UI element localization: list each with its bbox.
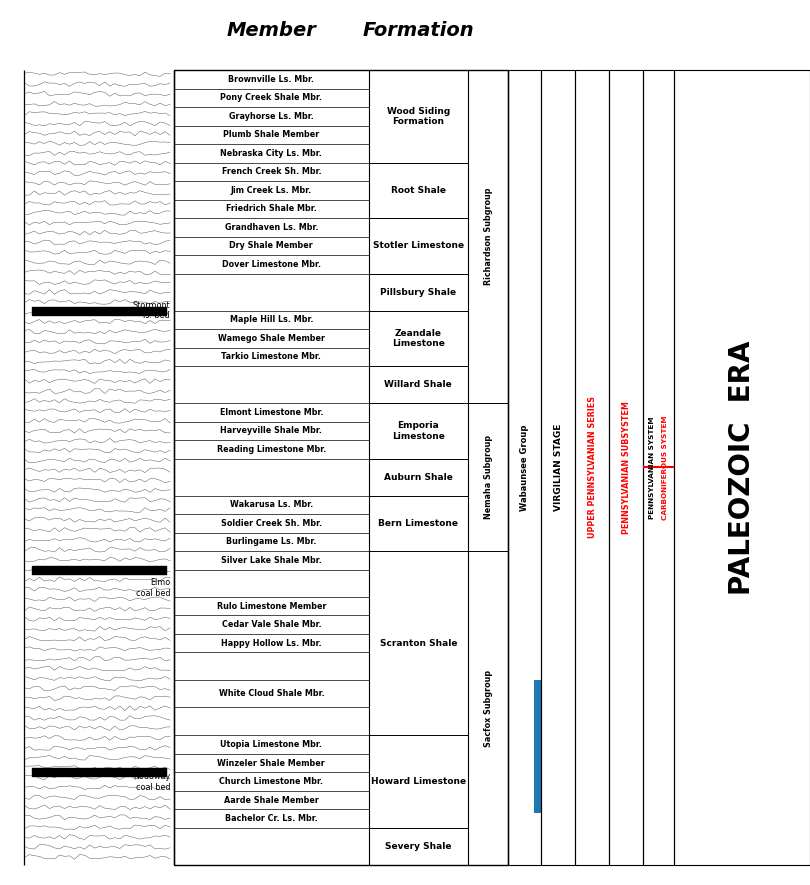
Text: Bern Limestone: Bern Limestone: [378, 519, 458, 527]
Text: Utopia Limestone Mbr.: Utopia Limestone Mbr.: [220, 740, 322, 749]
Text: Silver Lake Shale Mbr.: Silver Lake Shale Mbr.: [221, 556, 322, 565]
Text: Nemaha Subgroup: Nemaha Subgroup: [484, 435, 492, 519]
Text: Nodaway
coal bed: Nodaway coal bed: [133, 773, 170, 792]
Text: Maple Hill Ls. Mbr.: Maple Hill Ls. Mbr.: [229, 315, 313, 324]
Text: Emporia
Limestone: Emporia Limestone: [392, 421, 445, 441]
Text: VIRGILIAN STAGE: VIRGILIAN STAGE: [553, 424, 563, 512]
Text: Severy Shale: Severy Shale: [385, 842, 452, 850]
Text: Grayhorse Ls. Mbr.: Grayhorse Ls. Mbr.: [229, 112, 313, 120]
Text: Wakarusa Ls. Mbr.: Wakarusa Ls. Mbr.: [230, 500, 313, 510]
Text: Member: Member: [227, 21, 316, 40]
Text: Soldier Creek Sh. Mbr.: Soldier Creek Sh. Mbr.: [221, 519, 322, 527]
Text: Auburn Shale: Auburn Shale: [384, 473, 453, 481]
Text: Wamego Shale Member: Wamego Shale Member: [218, 334, 325, 342]
Text: Howard Limestone: Howard Limestone: [371, 777, 466, 786]
Text: Elmont Limestone Mbr.: Elmont Limestone Mbr.: [220, 408, 323, 417]
Text: Stotler Limestone: Stotler Limestone: [373, 242, 464, 250]
Text: Stormont
ls. bed: Stormont ls. bed: [133, 301, 170, 320]
Text: Plumb Shale Member: Plumb Shale Member: [224, 130, 319, 139]
Text: PENNSYLVANIAN SYSTEM: PENNSYLVANIAN SYSTEM: [649, 416, 654, 519]
Text: Dry Shale Member: Dry Shale Member: [229, 242, 313, 250]
Text: French Creek Sh. Mbr.: French Creek Sh. Mbr.: [222, 167, 321, 176]
Text: PENNSYLVANIAN SUBSYSTEM: PENNSYLVANIAN SUBSYSTEM: [621, 401, 631, 534]
Text: Willard Shale: Willard Shale: [385, 380, 452, 389]
Text: Happy Hollow Ls. Mbr.: Happy Hollow Ls. Mbr.: [221, 639, 322, 648]
Text: Harveyville Shale Mbr.: Harveyville Shale Mbr.: [220, 427, 322, 435]
Text: Root Shale: Root Shale: [391, 186, 446, 195]
Text: Pony Creek Shale Mbr.: Pony Creek Shale Mbr.: [220, 93, 322, 103]
Text: Burlingame Ls. Mbr.: Burlingame Ls. Mbr.: [226, 537, 317, 546]
Text: Church Limestone Mbr.: Church Limestone Mbr.: [220, 777, 323, 786]
Text: Brownville Ls. Mbr.: Brownville Ls. Mbr.: [228, 74, 314, 84]
Text: Richardson Subgroup: Richardson Subgroup: [484, 188, 492, 285]
Text: Winzeler Shale Member: Winzeler Shale Member: [217, 758, 326, 767]
Text: Formation: Formation: [363, 21, 475, 40]
Text: Aarde Shale Member: Aarde Shale Member: [224, 796, 319, 804]
Text: Jim Creek Ls. Mbr.: Jim Creek Ls. Mbr.: [231, 186, 312, 195]
Text: Zeandale
Limestone: Zeandale Limestone: [392, 328, 445, 348]
Text: Bachelor Cr. Ls. Mbr.: Bachelor Cr. Ls. Mbr.: [225, 814, 318, 823]
Text: Rulo Limestone Member: Rulo Limestone Member: [216, 602, 326, 611]
Text: Pillsbury Shale: Pillsbury Shale: [381, 288, 456, 296]
Text: Dover Limestone Mbr.: Dover Limestone Mbr.: [222, 260, 321, 269]
Text: UPPER PENNSYLVANIAN SERIES: UPPER PENNSYLVANIAN SERIES: [587, 396, 597, 538]
Text: Grandhaven Ls. Mbr.: Grandhaven Ls. Mbr.: [224, 223, 318, 232]
Text: Reading Limestone Mbr.: Reading Limestone Mbr.: [217, 445, 326, 454]
Text: Wood Siding
Formation: Wood Siding Formation: [386, 106, 450, 126]
Text: Nebraska City Ls. Mbr.: Nebraska City Ls. Mbr.: [220, 149, 322, 158]
Text: Scranton Shale: Scranton Shale: [380, 639, 457, 648]
Text: Friedrich Shale Mbr.: Friedrich Shale Mbr.: [226, 204, 317, 213]
Text: PALEOZOIC  ERA: PALEOZOIC ERA: [728, 340, 756, 595]
Text: Sacfox Subgroup: Sacfox Subgroup: [484, 669, 492, 747]
Text: Wabaunsee Group: Wabaunsee Group: [520, 424, 529, 511]
Text: White Cloud Shale Mbr.: White Cloud Shale Mbr.: [219, 689, 324, 698]
Text: Tarkio Limestone Mbr.: Tarkio Limestone Mbr.: [221, 352, 322, 361]
Text: Cedar Vale Shale Mbr.: Cedar Vale Shale Mbr.: [222, 620, 321, 629]
Text: CARBONIFEROUS SYSTEM: CARBONIFEROUS SYSTEM: [663, 415, 668, 519]
Text: Elmo
coal bed: Elmo coal bed: [135, 579, 170, 598]
